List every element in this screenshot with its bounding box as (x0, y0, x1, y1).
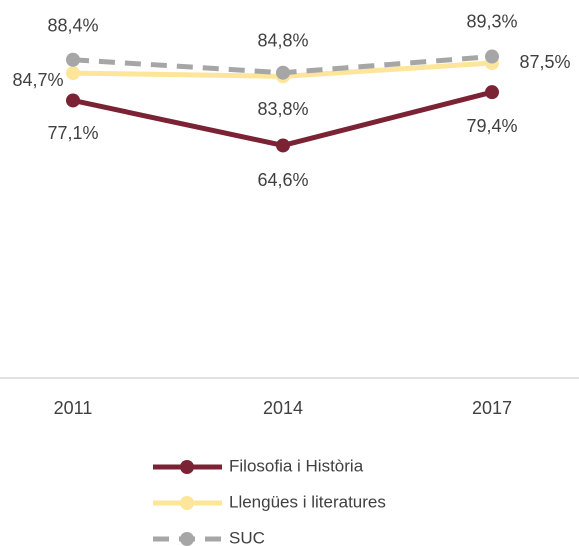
point (276, 138, 290, 153)
legend-label: Llengües i literatures (229, 492, 386, 511)
value-label: 79,4% (466, 116, 517, 136)
value-label: 64,6% (257, 170, 308, 190)
x-tick-label: 2017 (472, 398, 512, 418)
legend-marker (180, 496, 194, 510)
value-label: 88,4% (47, 16, 98, 36)
point (66, 52, 80, 67)
point (66, 66, 80, 81)
value-label: 77,1% (47, 123, 98, 143)
x-tick-label: 2011 (54, 398, 93, 418)
value-label: 83,8% (257, 99, 308, 119)
value-label: 89,3% (466, 11, 517, 31)
point (485, 85, 499, 100)
point (66, 93, 80, 108)
point (276, 65, 290, 80)
legend-marker (180, 532, 194, 546)
value-label: 84,7% (12, 70, 63, 90)
point (485, 49, 499, 64)
legend-marker (180, 460, 194, 474)
value-label: 87,5% (519, 52, 570, 72)
value-label: 84,8% (257, 30, 308, 50)
legend-label: Filosofia i Història (229, 456, 364, 475)
x-tick-label: 2014 (263, 398, 303, 418)
legend-label: SUC (229, 528, 265, 546)
